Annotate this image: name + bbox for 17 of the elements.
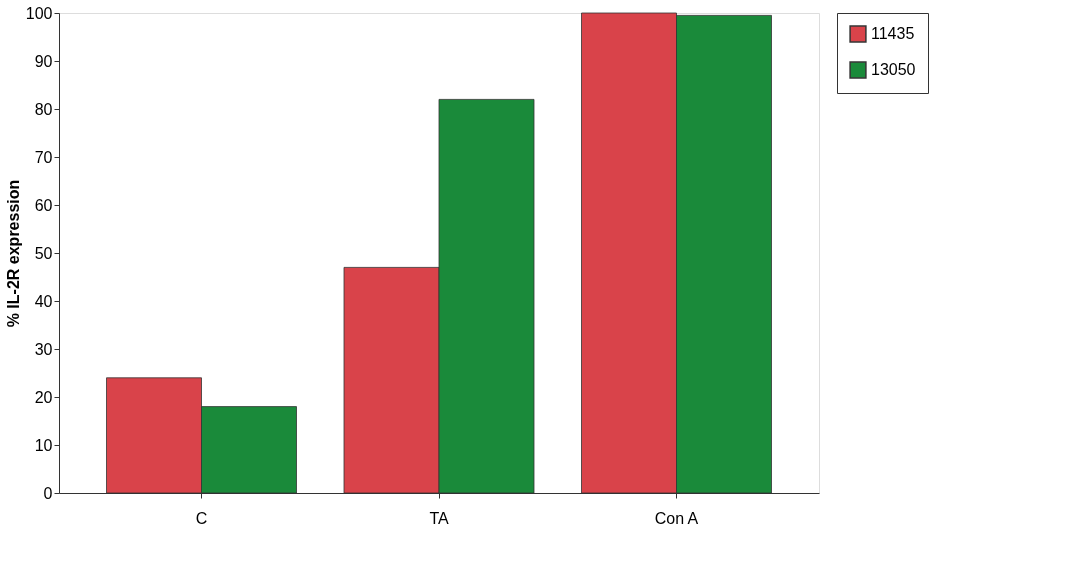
y-tick-label: 30 bbox=[34, 340, 53, 358]
y-tick-label: 50 bbox=[34, 244, 53, 262]
y-axis-title: % IL-2R expression bbox=[4, 179, 22, 328]
y-tick-label: 0 bbox=[43, 484, 53, 502]
y-tick-label: 70 bbox=[34, 148, 53, 166]
y-tick-label: 40 bbox=[34, 292, 53, 310]
y-tick-label: 100 bbox=[25, 4, 53, 22]
legend-label: 11435 bbox=[871, 25, 915, 42]
x-tick-label: Con A bbox=[654, 509, 699, 527]
x-tick-label: C bbox=[195, 509, 208, 527]
y-tick-label: 90 bbox=[34, 52, 53, 70]
y-tick-label: 10 bbox=[34, 436, 53, 454]
x-tick-label: TA bbox=[429, 509, 449, 527]
y-tick-label: 80 bbox=[34, 100, 53, 118]
legend-label: 13050 bbox=[871, 61, 916, 78]
y-tick-label: 20 bbox=[34, 388, 53, 406]
y-tick-label: 60 bbox=[34, 196, 53, 214]
